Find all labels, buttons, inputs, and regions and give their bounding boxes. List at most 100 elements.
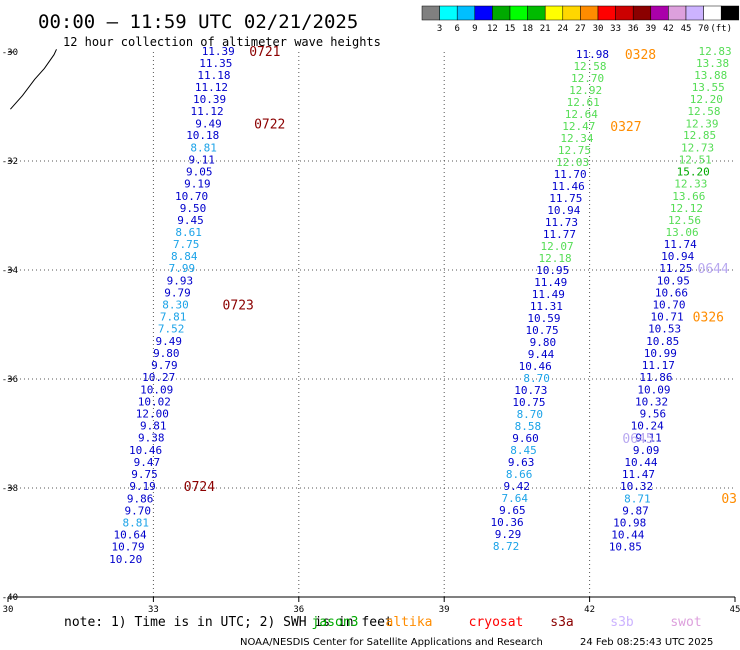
data-point-label: 10.75 [512, 396, 545, 409]
x-tick-label: 33 [148, 605, 159, 615]
data-point-label: 12.34 [560, 132, 593, 145]
data-point-label: 10.18 [186, 129, 219, 142]
data-point-label: 10.59 [527, 312, 560, 325]
data-point-label: 12.12 [670, 202, 703, 215]
data-point-label: 9.50 [180, 202, 207, 215]
legend-swatch [703, 5, 722, 21]
data-point-label: 11.18 [197, 69, 230, 82]
data-point-label: 11.70 [554, 168, 587, 181]
data-point-label: 9.19 [184, 177, 211, 190]
data-point-label: 10.27 [142, 371, 175, 384]
legend-swatch [509, 5, 528, 21]
data-point-label: 11.98 [576, 48, 609, 61]
data-point-label: 12.07 [540, 240, 573, 253]
data-point-label: 9.87 [622, 504, 649, 517]
data-point-label: 7.75 [173, 238, 200, 251]
x-tick-label: 39 [439, 605, 450, 615]
footer-credit: NOAA/NESDIS Center for Satellite Applica… [240, 637, 543, 648]
legend-label: 9 [472, 24, 477, 34]
data-point-label: 9.29 [495, 528, 522, 541]
legend-swatch [562, 5, 581, 21]
data-point-label: 9.80 [153, 347, 180, 360]
coastline [10, 49, 57, 110]
legend-label: 15 [505, 24, 516, 34]
legend-label: 42 [663, 24, 674, 34]
data-point-label: 9.49 [195, 117, 222, 130]
data-point-label: 12.70 [571, 72, 604, 85]
legend-swatch [527, 5, 546, 21]
legend-swatch [580, 5, 599, 21]
data-point-label: 11.75 [549, 192, 582, 205]
data-point-label: 12.56 [668, 214, 701, 227]
data-point-label: 10.20 [109, 553, 142, 566]
data-point-label: 10.85 [646, 335, 679, 348]
legend-label: 45 [681, 24, 692, 34]
data-point-label: 8.66 [506, 468, 533, 481]
data-point-label: 10.70 [652, 298, 685, 311]
data-labels: 11.3911.3511.1811.1210.3911.129.4910.188… [109, 45, 731, 566]
legend-label: 18 [522, 24, 533, 34]
data-point-label: 13.88 [694, 69, 727, 82]
data-point-label: 12.83 [698, 45, 731, 58]
pass-time-label: 0644 [698, 262, 729, 277]
data-point-label: 13.06 [666, 226, 699, 239]
data-point-label: 7.52 [158, 322, 185, 335]
y-tick-label: -30 [2, 48, 18, 58]
data-point-label: 11.47 [622, 468, 655, 481]
data-point-label: 13.55 [692, 81, 725, 94]
satellite-name: jason3 [312, 615, 359, 630]
legend-label: 24 [557, 24, 568, 34]
data-point-label: 11.25 [659, 262, 692, 275]
data-point-label: 11.77 [543, 228, 576, 241]
data-point-label: 10.46 [129, 444, 162, 457]
satellite-name: s3a [550, 615, 573, 630]
data-point-label: 8.30 [162, 298, 189, 311]
x-tick-label: 30 [3, 605, 14, 615]
data-point-label: 12.00 [136, 407, 169, 420]
satellite-legend: jason3 altika cryosat s3a s3b swot [312, 615, 702, 630]
data-point-label: 10.02 [138, 395, 171, 408]
data-point-label: 10.94 [661, 250, 694, 263]
data-point-label: 7.64 [502, 492, 529, 505]
data-point-label: 12.75 [558, 144, 591, 157]
data-point-label: 12.61 [567, 96, 600, 109]
legend-swatch [650, 5, 669, 21]
legend-swatch [615, 5, 634, 21]
legend-label: 12 [487, 24, 498, 34]
data-point-label: 9.56 [640, 407, 667, 420]
data-point-label: 9.44 [528, 348, 555, 361]
data-point-label: 10.32 [620, 480, 653, 493]
satellite-name: s3b [610, 615, 634, 630]
legend-label: 36 [628, 24, 639, 34]
data-point-label: 11.46 [552, 180, 585, 193]
data-point-label: 9.70 [124, 504, 151, 517]
legend-label: 6 [454, 24, 459, 34]
legend-label: 70 [698, 24, 709, 34]
data-point-label: 9.63 [508, 456, 535, 469]
data-point-label: 10.24 [631, 419, 664, 432]
data-point-label: 10.09 [637, 383, 670, 396]
data-point-label: 11.31 [530, 300, 563, 313]
chart-subtitle: 12 hour collection of altimeter wave hei… [63, 35, 381, 49]
data-point-label: 9.11 [635, 431, 662, 444]
data-point-label: 10.46 [519, 360, 552, 373]
grid-lines [8, 52, 735, 597]
data-point-label: 8.70 [523, 372, 550, 385]
data-point-label: 13.66 [672, 190, 705, 203]
y-tick-label: -40 [2, 593, 18, 603]
data-point-label: 10.95 [657, 274, 690, 287]
data-point-label: 12.85 [683, 129, 716, 142]
data-point-label: 11.73 [545, 216, 578, 229]
data-point-label: 12.58 [573, 60, 606, 73]
legend-swatch [456, 5, 476, 21]
data-point-label: 10.85 [609, 540, 642, 553]
color-legend: 3 6 9 12 15 18 21 24 27 30 33 36 39 42 45 70 (ft) [421, 5, 740, 34]
data-point-label: 9.80 [530, 336, 557, 349]
data-point-label: 9.11 [188, 153, 215, 166]
data-point-label: 7.81 [160, 310, 187, 323]
data-point-label: 9.05 [186, 165, 213, 178]
data-point-label: 8.81 [190, 141, 217, 154]
data-point-label: 9.79 [164, 286, 191, 299]
